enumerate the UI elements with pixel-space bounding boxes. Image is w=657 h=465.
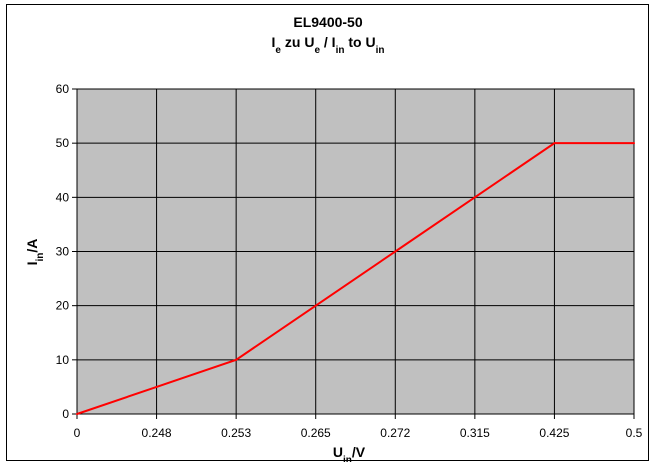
series-line xyxy=(76,142,634,415)
x-axis-label: Uin/V xyxy=(333,444,366,462)
y-tick-label: 20 xyxy=(56,299,70,313)
text-segment: zu U xyxy=(281,34,314,50)
text-segment: I xyxy=(272,34,276,50)
x-tick-label: 0.5 xyxy=(626,426,643,440)
chart-subtitle: Ie zu Ue / Iin to Uin xyxy=(272,34,385,56)
data-point xyxy=(235,358,238,361)
data-point xyxy=(553,142,556,145)
y-tick-label: 30 xyxy=(56,245,70,259)
y-tick-label: 10 xyxy=(56,353,70,367)
text-segment: e xyxy=(275,45,281,56)
text-segment: in xyxy=(343,455,352,463)
data-point xyxy=(314,304,317,307)
text-segment: in xyxy=(336,45,345,56)
y-axis-label: Iin/A xyxy=(24,239,46,266)
x-tick-labels: 0 0.248 0.253 0.265 0.272 0.315 0.425 0.5 xyxy=(74,426,643,440)
text-segment: in xyxy=(376,45,385,56)
chart-title-group: EL9400-50 Ie zu Ue / Iin to Uin xyxy=(272,14,385,56)
data-point xyxy=(633,142,635,145)
x-tick-label: 0.253 xyxy=(221,426,251,440)
x-tick-label: 0.315 xyxy=(460,426,490,440)
y-tick-label: 0 xyxy=(62,407,69,421)
chart-frame: EL9400-50 Ie zu Ue / Iin to Uin 0 10 20 30 4… xyxy=(6,4,649,462)
x-tick-label: 0 xyxy=(74,426,81,440)
y-tick-labels: 0 10 20 30 40 50 60 xyxy=(56,82,70,421)
plot-area xyxy=(72,88,635,419)
chart-title: EL9400-50 xyxy=(293,14,362,30)
x-tick-label: 0.265 xyxy=(301,426,331,440)
data-point xyxy=(473,196,476,199)
y-tick-label: 60 xyxy=(56,82,70,96)
text-segment: / I xyxy=(320,34,336,50)
x-tick-label: 0.272 xyxy=(380,426,410,440)
text-segment: to U xyxy=(344,34,375,50)
y-tick-label: 40 xyxy=(56,190,70,204)
x-tick-label: 0.425 xyxy=(539,426,569,440)
data-point xyxy=(155,385,158,388)
text-segment: in xyxy=(35,253,46,262)
text-segment: U xyxy=(333,444,343,460)
text-segment: /A xyxy=(24,239,40,253)
data-point xyxy=(394,250,397,253)
text-segment: e xyxy=(314,45,320,56)
chart-svg: EL9400-50 Ie zu Ue / Iin to Uin 01020304… xyxy=(24,14,643,462)
x-tick-label: 0.248 xyxy=(142,426,172,440)
data-point xyxy=(76,413,78,415)
text-segment: I xyxy=(24,262,40,266)
text-segment: /V xyxy=(352,444,366,460)
y-tick-label: 50 xyxy=(56,136,70,150)
